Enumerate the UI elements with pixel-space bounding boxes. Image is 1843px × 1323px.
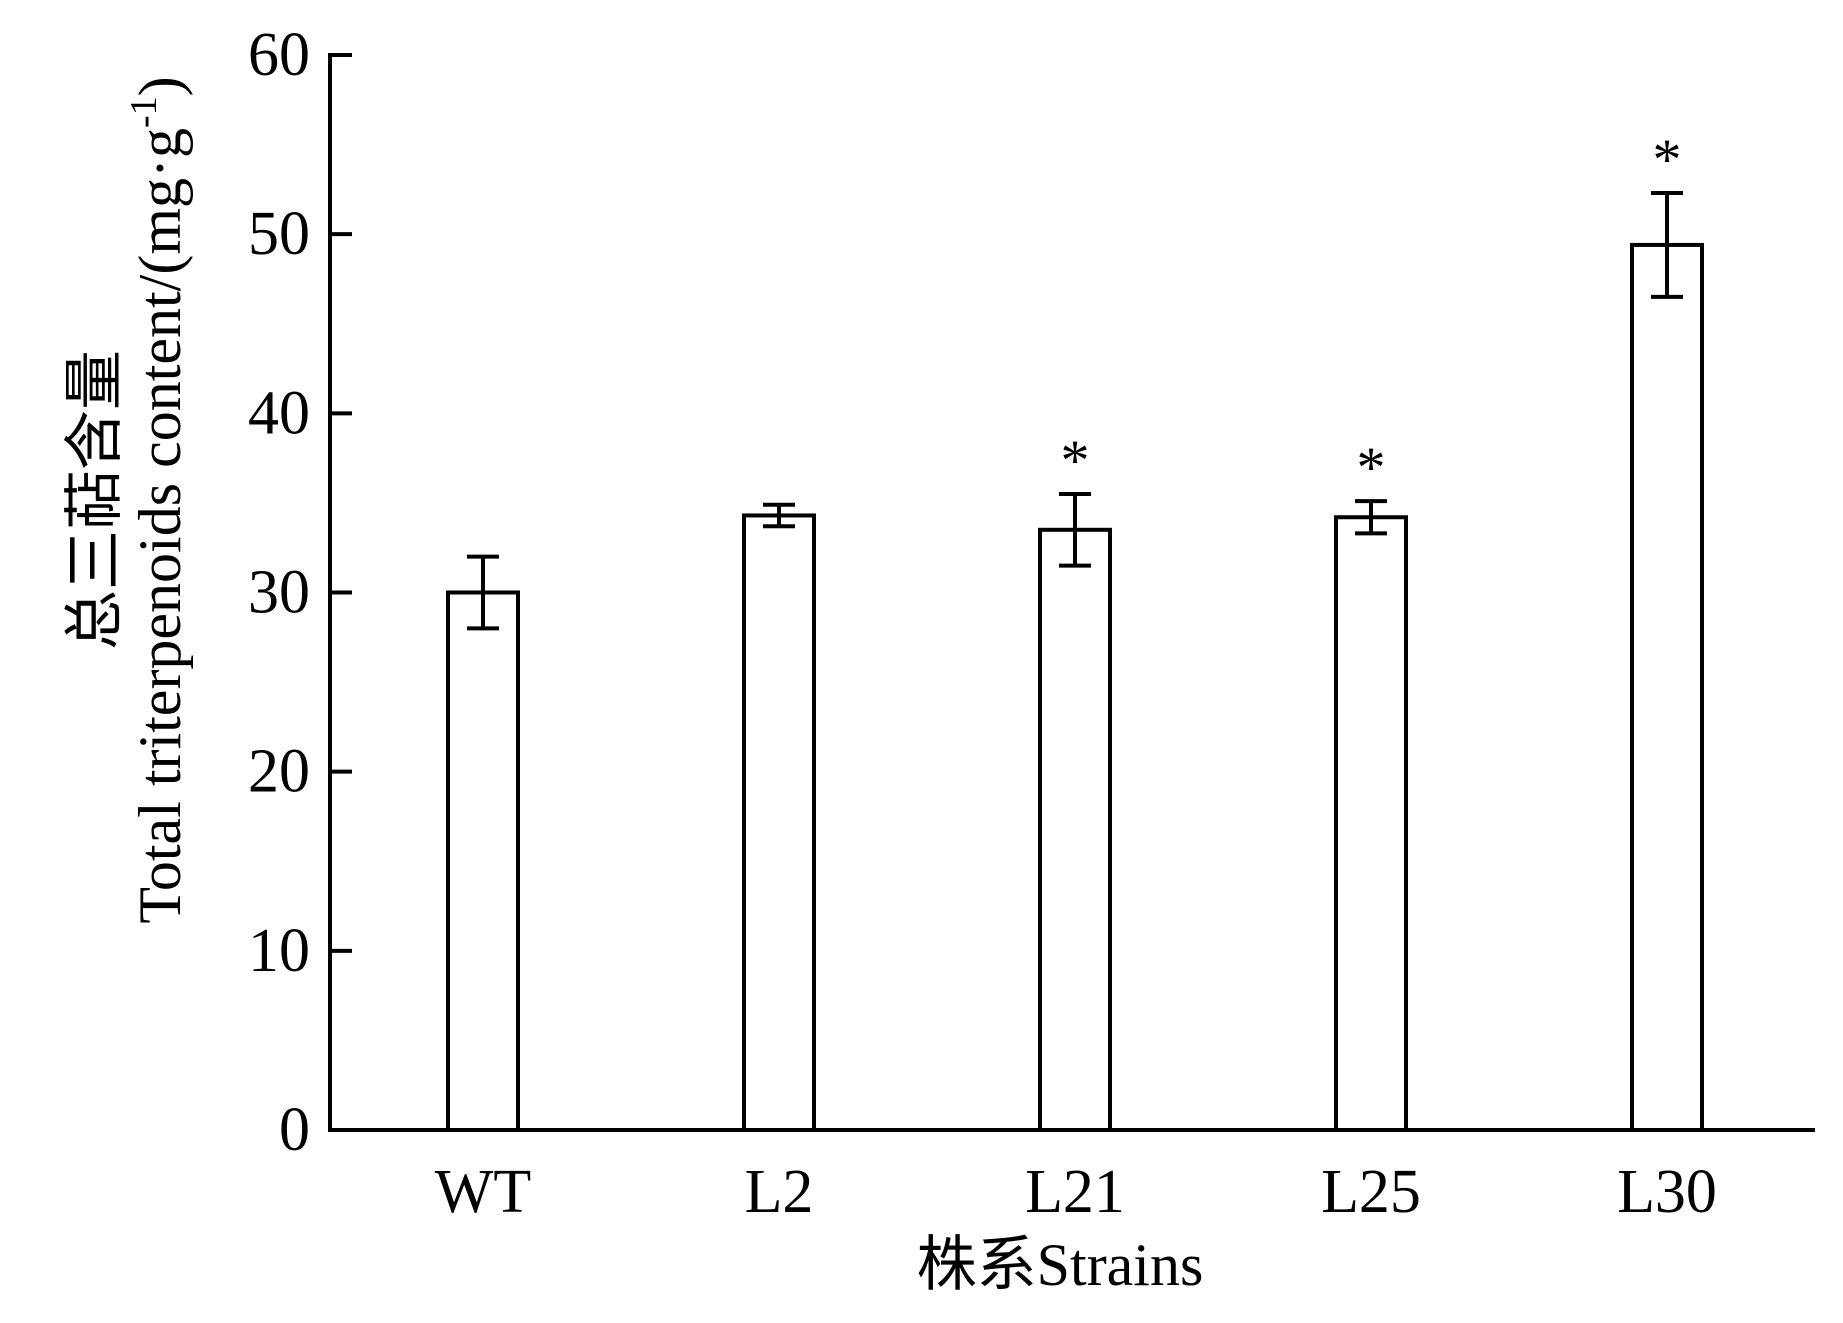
y-tick-label: 20 — [248, 738, 310, 806]
y-tick-label: 40 — [248, 379, 310, 447]
bar — [742, 513, 816, 1132]
bars — [446, 242, 1704, 1132]
x-axis: WT L2 L21 L25 L30 — [328, 1128, 1815, 1226]
y-tick-label: 10 — [248, 917, 310, 985]
y-axis: 0 10 20 30 40 50 60 — [248, 21, 352, 1164]
bar — [1334, 515, 1408, 1132]
y-axis-title-main: Total triterpenoids content/(mg·g — [127, 128, 193, 924]
x-axis-title: 株系Strains — [917, 1232, 1204, 1298]
bar — [1630, 242, 1704, 1132]
bar — [446, 590, 520, 1132]
y-axis-title-line2: Total triterpenoids content/(mg·g-1) — [123, 76, 193, 923]
bar — [1038, 527, 1112, 1132]
error-bars — [467, 190, 1683, 631]
y-axis-title-end: ) — [127, 76, 193, 96]
y-tick-label: 0 — [279, 1096, 310, 1164]
y-axis-title: 总三萜含量 Total triterpenoids content/(mg·g-… — [62, 76, 193, 923]
y-axis-title-sup: -1 — [123, 96, 165, 128]
x-tick-label: L21 — [1025, 1158, 1125, 1226]
y-tick-label: 50 — [248, 200, 310, 268]
x-tick-label: L2 — [745, 1158, 814, 1226]
y-tick-label: 30 — [248, 559, 310, 627]
significance-marks: * * * — [1061, 127, 1682, 500]
x-tick-label: L30 — [1617, 1158, 1717, 1226]
y-axis-title-line1: 总三萜含量 — [62, 350, 128, 650]
y-tick-label: 60 — [248, 21, 310, 89]
significance-mark: * — [1653, 127, 1682, 192]
significance-mark: * — [1061, 428, 1090, 493]
x-tick-label: L25 — [1321, 1158, 1421, 1226]
x-tick-label: WT — [435, 1158, 531, 1226]
significance-mark: * — [1357, 435, 1386, 500]
